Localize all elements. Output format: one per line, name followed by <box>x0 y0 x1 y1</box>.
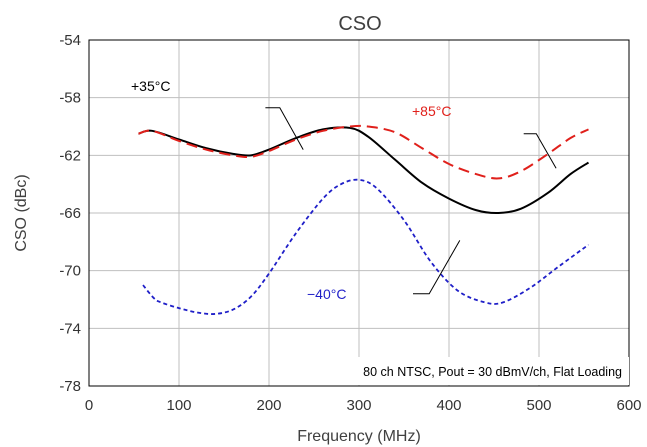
plot-frame <box>88 39 630 387</box>
y-tick-label: -54 <box>59 32 81 49</box>
annotation-minus40: −40°C <box>307 286 346 302</box>
x-axis-title: Frequency (MHz) <box>297 428 421 445</box>
x-tick-label: 0 <box>85 397 93 414</box>
annotation-leaders <box>265 107 557 295</box>
series-lines <box>138 124 590 315</box>
y-tick-label: -62 <box>59 147 81 164</box>
x-tick-label: 300 <box>346 397 371 414</box>
leader-minus40 <box>413 240 461 295</box>
x-tick-label: 600 <box>616 397 641 414</box>
y-tick-label: -58 <box>59 90 81 107</box>
x-tick-label: 100 <box>166 397 191 414</box>
y-axis-title: CSO (dBc) <box>13 174 30 251</box>
y-tick-label: -74 <box>59 320 81 337</box>
annotation-plus35: +35°C <box>131 78 170 94</box>
x-tick-label: 500 <box>526 397 551 414</box>
x-tick-label: 200 <box>256 397 281 414</box>
annotation-plus85: +85°C <box>412 103 451 119</box>
series-plus85-line <box>138 124 589 180</box>
y-tick-label: -66 <box>59 205 81 222</box>
y-tick-label: -78 <box>59 378 81 395</box>
note-box <box>289 357 629 385</box>
test-conditions-note: 80 ch NTSC, Pout = 30 dBmV/ch, Flat Load… <box>363 365 622 379</box>
y-tick-label: -70 <box>59 263 81 280</box>
x-tick-label: 400 <box>436 397 461 414</box>
leader-plus85 <box>523 133 557 169</box>
series-plus35-line <box>138 126 590 215</box>
grid <box>89 40 629 386</box>
tick-labels: 0 100 200 300 400 500 600 -54 -58 -62 -66 -70 -74 -78 <box>59 32 641 414</box>
series-minus40-line <box>142 178 590 315</box>
leader-plus35 <box>265 107 304 150</box>
chart-title: CSO <box>338 13 381 35</box>
